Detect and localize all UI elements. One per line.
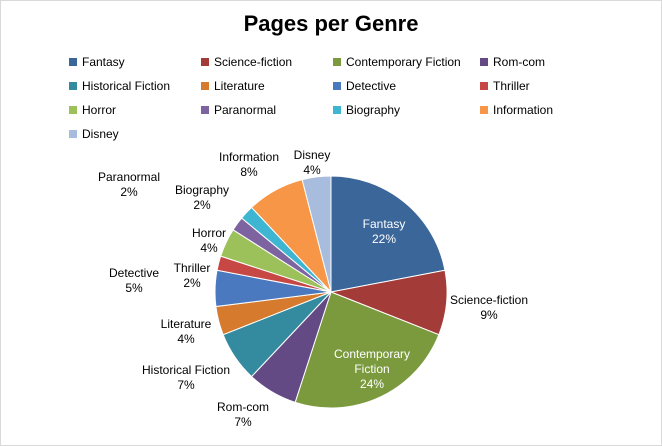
legend-item-information: Information [480,101,600,119]
legend-label: Historical Fiction [82,79,171,93]
legend-label: Horror [82,103,117,117]
data-label-paranormal: Paranormal 2% [98,170,160,199]
legend-swatch [480,58,488,66]
legend-label: Detective [346,79,397,93]
legend-label: Biography [346,103,401,117]
legend-item-horror: Horror [69,101,201,119]
pie-slice-disney [301,175,332,293]
legend: Fantasy Science-fiction Contemporary Ficti… [69,53,629,143]
legend-item-paranormal: Paranormal [201,101,333,119]
legend-label: Literature [214,79,265,93]
legend-item-thriller: Thriller [480,77,600,95]
legend-label: Fantasy [82,55,125,69]
legend-item-rom-com: Rom-com [480,53,600,71]
data-label-contemporary-fiction: Contemporary Fiction 24% [334,347,410,391]
data-label-information: Information 8% [219,150,279,179]
legend-swatch [201,82,209,90]
data-label-biography: Biography 2% [175,183,229,212]
legend-swatch [333,58,341,66]
legend-swatch [201,106,209,114]
legend-swatch [69,58,77,66]
data-label-disney: Disney 4% [294,148,331,177]
legend-label: Thriller [493,79,530,93]
legend-item-literature: Literature [201,77,333,95]
chart-title: Pages per Genre [243,11,419,36]
legend-item-contemporary-fiction: Contemporary Fiction [333,53,480,71]
data-label-literature: Literature 4% [161,317,212,346]
legend-swatch [480,82,488,90]
data-label-science-fiction: Science-fiction 9% [450,293,528,322]
legend-item-historical-fiction: Historical Fiction [69,77,201,95]
legend-label: Information [493,103,554,117]
pie-slice-contemporary-fiction [294,291,440,409]
legend-swatch [480,106,488,114]
legend-label: Contemporary Fiction [346,55,461,69]
pie-slice-fantasy [330,175,446,293]
data-label-thriller: Thriller 2% [174,261,211,290]
data-label-horror: Horror 4% [192,226,226,255]
data-label-fantasy: Fantasy 22% [363,217,406,246]
legend-swatch [333,82,341,90]
legend-label: Science-fiction [214,55,293,69]
data-label-rom-com: Rom-com 7% [217,400,269,429]
data-label-detective: Detective 5% [109,266,159,295]
legend-swatch [69,106,77,114]
legend-label: Rom-com [493,55,546,69]
data-label-historical-fiction: Historical Fiction 7% [142,363,230,392]
legend-swatch [201,58,209,66]
legend-swatch [333,106,341,114]
legend-swatch [69,82,77,90]
legend-item-science-fiction: Science-fiction [201,53,333,71]
legend-swatch [69,130,77,138]
legend-label: Paranormal [214,103,277,117]
legend-label: Disney [82,127,119,141]
legend-item-disney: Disney [69,125,201,143]
legend-item-biography: Biography [333,101,480,119]
legend-item-fantasy: Fantasy [69,53,201,71]
legend-item-detective: Detective [333,77,480,95]
